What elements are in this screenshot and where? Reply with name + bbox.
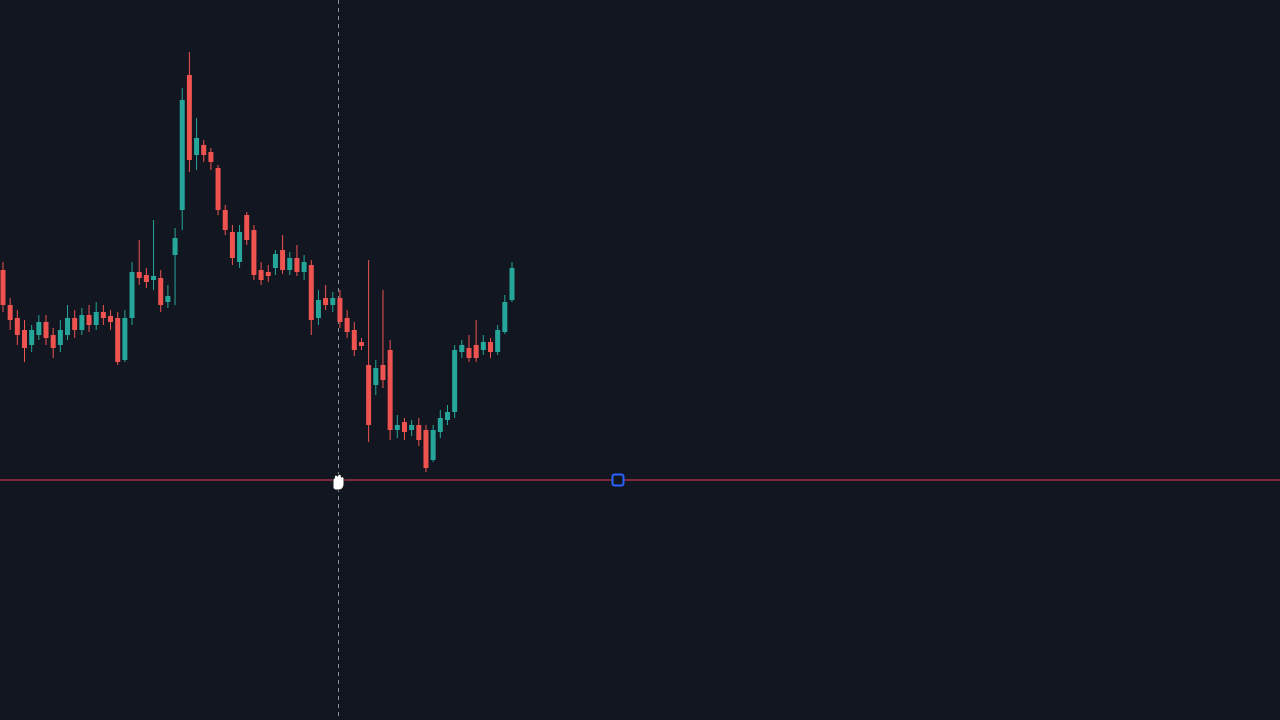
candle-body: [50, 335, 56, 348]
candle-body: [0, 270, 6, 305]
candle-body: [237, 232, 243, 262]
candle-body: [22, 330, 28, 348]
candle-body: [480, 342, 486, 350]
candle-body: [294, 258, 300, 272]
candle-body: [330, 298, 336, 305]
candle-body: [14, 318, 20, 335]
candle-body: [57, 330, 63, 345]
candle-body: [72, 318, 78, 330]
candle-body: [93, 312, 99, 325]
candle-body: [79, 315, 85, 330]
candle-body: [143, 275, 149, 282]
candle-body: [272, 254, 278, 268]
candle-body: [65, 318, 71, 335]
candles: [0, 52, 515, 472]
candle-body: [351, 330, 357, 350]
candle-body: [108, 316, 114, 322]
candle-body: [129, 272, 135, 318]
candle-body: [251, 230, 257, 275]
candle-body: [315, 300, 321, 318]
candle-body: [409, 425, 415, 430]
candle-body: [430, 430, 436, 460]
candle-body: [495, 330, 501, 352]
candle-body: [115, 318, 121, 362]
candle-body: [29, 330, 35, 345]
candle-body: [201, 145, 207, 155]
candle-body: [358, 342, 364, 346]
candle-body: [215, 168, 221, 210]
candle-body: [437, 418, 443, 432]
candle-body: [287, 258, 293, 270]
candle-body: [280, 250, 286, 270]
candle-body: [373, 368, 379, 385]
candle-body: [7, 305, 13, 320]
candle-body: [452, 350, 458, 412]
line-handle: [611, 473, 625, 487]
candle-body: [165, 296, 171, 302]
candle-body: [423, 430, 429, 468]
candle-body: [229, 232, 235, 258]
candle-body: [337, 298, 343, 322]
candle-body: [380, 365, 386, 380]
candle-body: [487, 342, 493, 352]
candle-body: [158, 278, 164, 305]
candle-body: [100, 312, 106, 318]
candle-body: [194, 138, 200, 155]
candle-body: [444, 412, 450, 420]
candle-body: [502, 302, 508, 332]
candle-body: [151, 276, 157, 280]
candle-body: [466, 348, 472, 358]
candle-body: [86, 315, 92, 325]
candle-body: [459, 345, 465, 352]
candle-body: [323, 298, 329, 305]
candle-body: [222, 210, 228, 230]
candle-body: [208, 152, 214, 162]
candle-body: [509, 268, 515, 300]
candle-body: [36, 322, 42, 335]
candle-body: [308, 265, 314, 320]
candle-body: [122, 318, 128, 360]
candle-body: [244, 215, 250, 240]
hand-cursor: [332, 473, 345, 491]
candle-body: [344, 318, 350, 332]
candle-body: [394, 425, 400, 430]
candle-body: [387, 350, 393, 430]
candle-body: [301, 262, 307, 272]
candle-body: [179, 100, 185, 210]
candle-body: [172, 238, 178, 255]
overlay: [0, 473, 1280, 487]
candle-body: [258, 270, 264, 280]
candle-body: [265, 272, 271, 276]
candle-body: [401, 422, 407, 432]
candle-body: [136, 272, 142, 278]
candle-body: [366, 365, 372, 425]
candle-body: [473, 345, 479, 358]
candle-body: [416, 425, 422, 440]
candle-body: [43, 322, 49, 338]
candle-body: [186, 75, 192, 160]
